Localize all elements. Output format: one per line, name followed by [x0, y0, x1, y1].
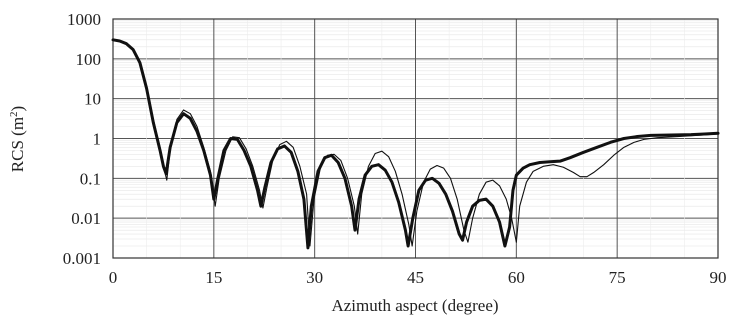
x-tick-label: 15: [205, 268, 222, 287]
series-line-thin: [112, 39, 719, 247]
y-tick-label: 10: [84, 90, 101, 109]
x-tick-label: 0: [109, 268, 118, 287]
y-axis-label-main: RCS (m: [8, 117, 27, 172]
y-axis-label-superscript: 2: [8, 111, 20, 117]
y-axis-label-close: ): [8, 106, 27, 112]
y-tick-label: 1: [93, 130, 102, 149]
y-axis-label: RCS (m2): [8, 106, 27, 172]
y-tick-label: 0.1: [80, 169, 101, 188]
series-layer: [111, 38, 720, 250]
x-axis-label: Azimuth aspect (degree): [331, 296, 498, 315]
y-tick-label: 1000: [67, 10, 101, 29]
y-tick-label: 100: [76, 50, 102, 69]
y-tick-label: 0.01: [71, 209, 101, 228]
x-tick-label: 90: [710, 268, 727, 287]
x-tick-label: 75: [609, 268, 626, 287]
y-axis-ticks: 0.001 0.01 0.1 1 10 100 1000: [63, 10, 101, 268]
y-tick-label: 0.001: [63, 249, 101, 268]
x-axis-ticks: 0 15 30 45 60 75 90: [109, 268, 727, 287]
x-tick-label: 45: [407, 268, 424, 287]
plot-frame: [112, 18, 719, 259]
series-line-thick: [111, 38, 720, 250]
x-tick-label: 60: [508, 268, 525, 287]
x-tick-label: 30: [306, 268, 323, 287]
